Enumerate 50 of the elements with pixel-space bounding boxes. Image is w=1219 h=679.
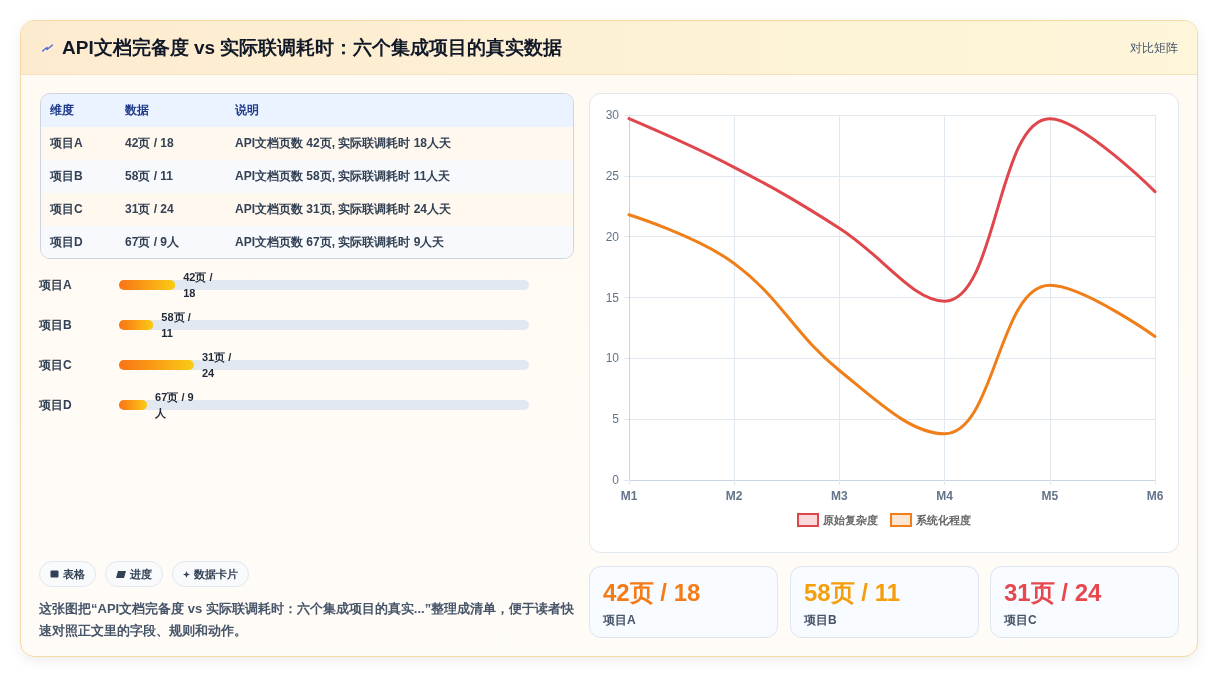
text: API文档页数 67页, 实际联调耗时 9人天 [235,234,445,251]
tag-chip: 表格 [39,561,96,587]
data-label: 58页 / 11 [161,311,194,339]
text: 58页 / 11 [125,168,174,185]
tag-chip: 数据卡片 [172,561,249,587]
text: 项目B [50,168,83,185]
x-tick-label: M1 [620,489,638,503]
x-tick-label: M5 [1041,489,1059,503]
text: API文档页数 42页, 实际联调耗时 18人天 [235,135,452,152]
y-tick-label: 15 [605,290,620,305]
text: 对比矩阵 [1130,40,1178,56]
text: 31页 / 24 [125,201,174,218]
y-tick-label: 项目B [38,318,72,332]
tag-chip: 进度 [105,561,163,587]
text: 维度 [50,102,74,119]
data-label: 42页 / 18 [183,271,216,299]
y-tick-label: 0 [612,473,620,487]
x-tick-label: M2 [725,489,743,503]
bar [119,280,176,290]
stat-card: 31页 / 24 项目C [990,566,1179,638]
legend-label: 原始复杂度 [822,514,878,526]
legend-label: 系统化程度 [915,514,971,526]
text: 这张图把“API文档完备度 vs 实际联调耗时：六个集成项目的真实...”整理成清单，便于读者快速对照正文里的字段、规则和动作。 [39,600,576,640]
y-tick-label: 30 [605,108,620,122]
y-tick-label: 项目A [38,278,72,292]
x-tick-label: M3 [831,489,849,503]
text: 67页 / 9人 [125,234,180,251]
data-label: 31页 / 24 [201,351,235,379]
text: 项目D [50,234,83,251]
text: 说明 [235,102,259,119]
line-series [627,213,1157,436]
y-tick-label: 25 [605,168,620,183]
text: 数据 [125,102,149,119]
text: API文档页数 31页, 实际联调耗时 24人天 [235,201,452,218]
text: 项目A [50,135,83,152]
stat-card: 58页 / 11 项目B [790,566,979,638]
y-tick-label: 5 [612,412,620,427]
x-tick-label: M4 [936,489,954,503]
y-tick-label: 10 [605,351,620,366]
text: API文档页数 58页, 实际联调耗时 11人天 [235,168,451,185]
x-tick-label: M6 [1146,489,1164,503]
data-label: 67页 / 9人 [154,391,194,420]
text: 项目C [50,201,83,218]
y-tick-label: 项目D [38,398,72,412]
text: 42页 / 18 [125,135,174,152]
y-tick-label: 项目C [38,358,72,372]
text: API文档完备度 vs 实际联调耗时：六个集成项目的真实数据 [62,37,563,59]
bar [119,360,194,370]
y-tick-label: 20 [605,229,620,244]
stat-card: 42页 / 18 项目A [589,566,778,638]
